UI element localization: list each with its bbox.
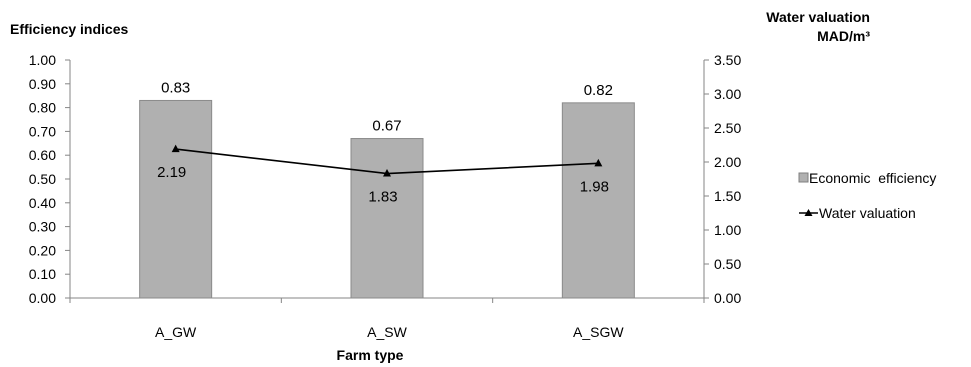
x-axis-title: Farm type bbox=[337, 347, 404, 363]
right-axis-ticks: 0.00 0.50 1.00 1.50 2.00 2.50 3.00 3.50 bbox=[704, 52, 741, 306]
line-value-label: 1.98 bbox=[580, 178, 609, 195]
line-point bbox=[383, 169, 391, 177]
bar bbox=[350, 138, 424, 299]
x-tick-label: A_SW bbox=[367, 324, 407, 340]
legend-triangle-marker bbox=[804, 209, 813, 216]
bar-series bbox=[139, 99, 635, 299]
bar-value-label: 0.82 bbox=[584, 82, 613, 99]
left-tick-label: 0.80 bbox=[29, 100, 56, 116]
right-axis-title-line1: Water valuation bbox=[766, 9, 870, 25]
left-tick-label: 1.00 bbox=[29, 52, 56, 68]
right-tick-label: 1.00 bbox=[714, 222, 741, 238]
legend-label-economic-efficiency: Economic efficiency bbox=[809, 170, 936, 186]
x-tick-label: A_GW bbox=[155, 324, 197, 340]
left-tick-label: 0.00 bbox=[29, 290, 56, 306]
right-tick-label: 1.50 bbox=[714, 188, 741, 204]
right-tick-label: 2.00 bbox=[714, 154, 741, 170]
legend: Economic efficiency Water valuation bbox=[798, 170, 936, 221]
line-value-label: 2.19 bbox=[157, 164, 186, 181]
bar-value-label: 0.67 bbox=[372, 118, 401, 135]
left-tick-label: 0.50 bbox=[29, 171, 56, 187]
line-value-label: 1.83 bbox=[368, 189, 397, 206]
right-tick-label: 0.00 bbox=[714, 290, 741, 306]
left-tick-label: 0.30 bbox=[29, 219, 56, 235]
left-tick-label: 0.20 bbox=[29, 242, 56, 258]
line-point bbox=[171, 144, 180, 153]
bar bbox=[561, 102, 635, 299]
left-tick-label: 0.70 bbox=[29, 123, 56, 139]
left-axis-ticks: 0.00 0.10 0.20 0.30 0.40 0.50 0.60 0.70 0.80 0.90… bbox=[29, 52, 70, 306]
right-tick-label: 0.50 bbox=[714, 256, 741, 272]
left-tick-label: 0.40 bbox=[29, 195, 56, 211]
left-axis-title: Efficiency indices bbox=[10, 21, 128, 37]
right-tick-label: 3.50 bbox=[714, 52, 741, 68]
x-tick-label: A_SGW bbox=[573, 324, 624, 340]
data-labels: 0.83 0.67 0.82 2.19 1.83 1.98 bbox=[157, 79, 613, 205]
bar-value-label: 0.83 bbox=[161, 79, 190, 96]
line-point bbox=[594, 158, 603, 167]
legend-label-water-valuation: Water valuation bbox=[819, 205, 916, 221]
left-tick-label: 0.90 bbox=[29, 76, 56, 92]
bar bbox=[139, 99, 213, 299]
x-axis-ticks: A_GW A_SW A_SGW bbox=[69, 298, 705, 340]
left-tick-label: 0.60 bbox=[29, 147, 56, 163]
right-tick-label: 2.50 bbox=[714, 120, 741, 136]
right-axis-title-line2: MAD/m³ bbox=[817, 28, 870, 44]
right-tick-label: 3.00 bbox=[714, 86, 741, 102]
legend-bar-swatch bbox=[798, 172, 809, 183]
line-series bbox=[171, 144, 603, 177]
left-tick-label: 0.10 bbox=[29, 266, 56, 282]
